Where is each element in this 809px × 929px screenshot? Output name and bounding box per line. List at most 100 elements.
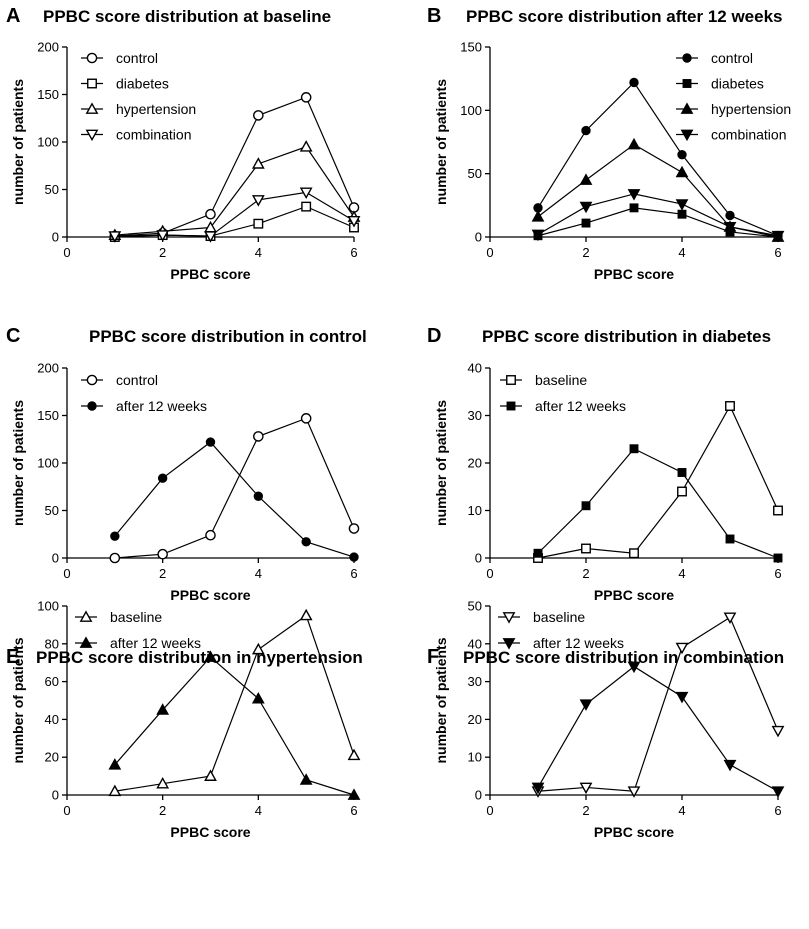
panel-letter: A <box>6 5 20 27</box>
series-hypertension <box>531 137 785 242</box>
data-point <box>579 782 593 795</box>
data-point <box>110 531 120 541</box>
series-line <box>114 96 355 237</box>
x-tick-label: 0 <box>486 566 493 581</box>
data-point <box>627 189 641 201</box>
data-point <box>347 788 361 800</box>
data-point <box>627 137 641 150</box>
panel-a: A PPBC score distribution at baseline 0 50 1… <box>6 5 361 282</box>
legend-marker <box>86 52 98 64</box>
legend-label: combination <box>116 127 192 143</box>
x-tick-label: 0 <box>63 566 70 581</box>
y-tick-label: 50 <box>468 599 482 614</box>
y-axis-label: number of patients <box>433 400 449 526</box>
x-axis-label: PPBC score <box>594 824 674 840</box>
data-point <box>157 548 168 560</box>
panel-e: E PPBC score distribution in hypertension… <box>6 599 363 841</box>
x-tick-label: 4 <box>678 245 685 260</box>
series-after-12-weeks <box>531 661 785 798</box>
legend-marker <box>680 129 694 142</box>
series-baseline <box>533 401 783 563</box>
x-axis-label: PPBC score <box>170 824 250 840</box>
data-point <box>675 691 689 704</box>
series-hypertension <box>108 140 361 240</box>
data-point <box>677 486 687 497</box>
x-tick-label: 4 <box>678 566 685 581</box>
legend-label: after 12 weeks <box>535 398 626 414</box>
x-tick-label: 6 <box>350 803 357 818</box>
data-point <box>299 140 313 152</box>
y-tick-label: 200 <box>37 361 59 376</box>
legend-marker <box>87 401 97 411</box>
panel-letter: E <box>6 646 19 668</box>
legend-label: baseline <box>535 372 587 388</box>
legend-marker <box>502 638 516 650</box>
data-point <box>581 543 591 554</box>
data-point <box>773 505 783 516</box>
x-tick-label: 4 <box>255 566 262 581</box>
data-point <box>156 230 170 242</box>
chart-title: PPBC score distribution in diabetes <box>482 327 771 346</box>
y-tick-label: 0 <box>475 788 482 803</box>
data-point <box>299 608 313 621</box>
data-point <box>348 523 360 534</box>
series-line <box>537 193 779 237</box>
data-point <box>251 642 265 655</box>
series-line <box>537 404 779 559</box>
y-tick-label: 10 <box>468 503 482 518</box>
legend-marker <box>682 53 692 63</box>
data-point <box>251 157 265 169</box>
legend: baseline after 12 weeks <box>498 609 624 651</box>
legend-marker <box>502 612 516 624</box>
legend-marker <box>85 102 99 114</box>
series-line <box>537 207 779 238</box>
legend-label: diabetes <box>116 76 169 92</box>
panel-letter: B <box>427 5 441 27</box>
data-point <box>723 612 737 624</box>
chart-title: PPBC score distribution in hypertension <box>36 648 363 667</box>
series-line <box>537 143 779 238</box>
chart-title: PPBC score distribution at baseline <box>43 7 331 26</box>
series-after-12-weeks <box>533 444 783 563</box>
y-tick-label: 20 <box>468 712 482 727</box>
data-point <box>251 691 265 704</box>
data-point <box>579 699 593 711</box>
y-axis-label: number of patients <box>10 400 26 526</box>
x-tick-label: 2 <box>582 566 589 581</box>
x-tick-label: 2 <box>582 803 589 818</box>
data-point <box>771 230 785 243</box>
series-line <box>114 146 355 236</box>
data-point <box>773 553 783 563</box>
x-tick-label: 6 <box>774 566 781 581</box>
x-tick-label: 2 <box>159 803 166 818</box>
panel-d: D PPBC score distribution in diabetes 0 10 2… <box>427 325 783 603</box>
x-tick-label: 4 <box>678 803 685 818</box>
data-point <box>677 209 687 219</box>
x-tick-label: 0 <box>63 245 70 260</box>
x-tick-label: 0 <box>63 803 70 818</box>
data-point <box>627 661 641 674</box>
y-tick-label: 20 <box>468 456 482 471</box>
series-line <box>537 448 779 559</box>
data-point <box>579 173 593 185</box>
y-tick-label: 200 <box>37 40 59 55</box>
data-point <box>771 786 785 798</box>
data-point <box>531 210 545 222</box>
x-axis-label: PPBC score <box>594 266 674 282</box>
series-baseline <box>108 608 361 797</box>
data-point <box>204 231 217 243</box>
chart-title: PPBC score distribution in control <box>89 327 367 346</box>
y-tick-label: 60 <box>45 674 59 689</box>
data-point <box>723 222 737 234</box>
y-tick-label: 30 <box>468 408 482 423</box>
series-line <box>114 417 355 559</box>
legend-marker <box>506 375 516 385</box>
legend-marker <box>506 401 516 411</box>
y-tick-label: 40 <box>468 361 482 376</box>
y-tick-label: 150 <box>37 87 59 102</box>
x-tick-label: 0 <box>486 803 493 818</box>
legend-label: combination <box>711 127 787 143</box>
panel-letter: F <box>427 646 439 668</box>
x-tick-label: 6 <box>774 245 781 260</box>
y-tick-label: 10 <box>468 750 482 765</box>
